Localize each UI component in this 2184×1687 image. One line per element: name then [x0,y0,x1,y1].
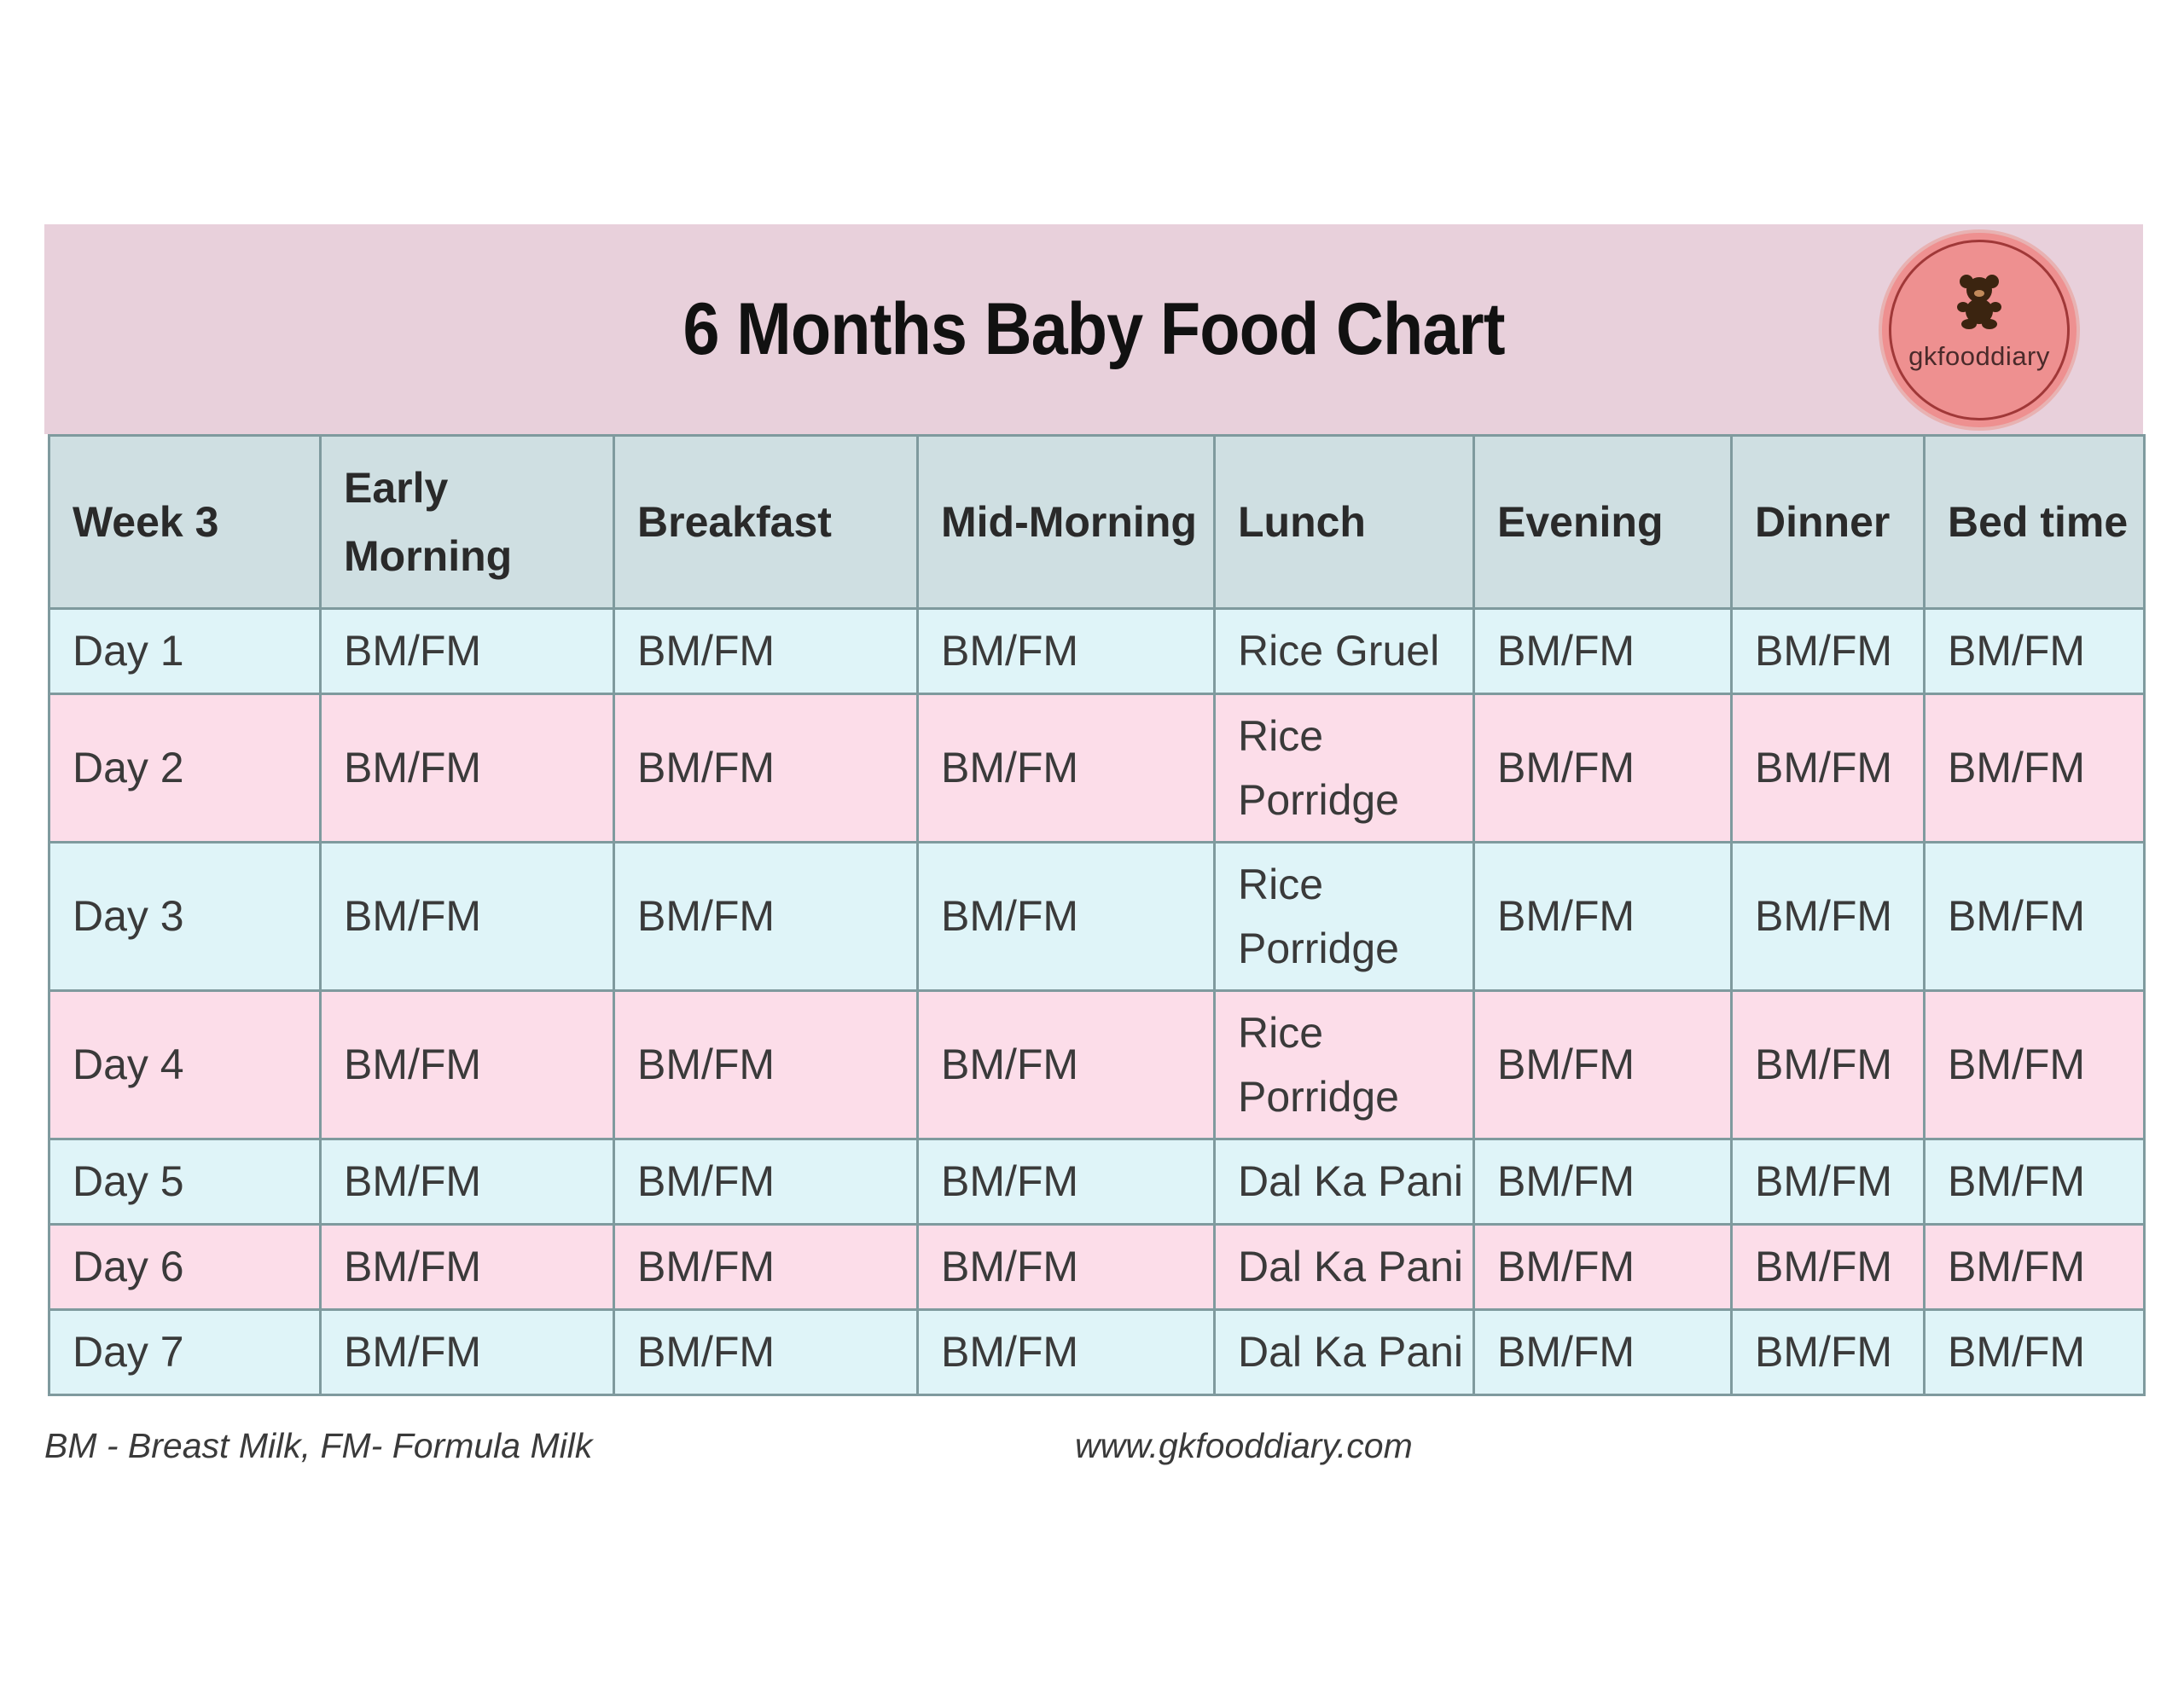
chart-title: 6 Months Baby Food Chart [682,287,1505,370]
header-bed-time: Bed time [1923,434,2146,610]
lunch-cell: Rice Porridge [1213,841,1475,992]
table-row: Day 1 BM/FM BM/FM BM/FM Rice Gruel BM/FM… [48,607,2146,695]
header-breakfast: Breakfast [613,434,919,610]
header-lunch: Lunch [1213,434,1475,610]
table-row: Day 3 BM/FM BM/FM BM/FM Rice Porridge BM… [48,841,2146,992]
header-evening: Evening [1472,434,1733,610]
table-row: Day 6 BM/FM BM/FM BM/FM Dal Ka Pani BM/F… [48,1223,2146,1311]
day-cell: Day 5 [48,1138,322,1226]
table-cell: BM/FM [613,1138,919,1226]
table-cell: BM/FM [1472,989,1733,1140]
table-cell: BM/FM [319,841,615,992]
header-mid-morning: Mid-Morning [916,434,1216,610]
table-cell: BM/FM [1730,841,1926,992]
table-cell: BM/FM [1730,693,1926,844]
table-cell: BM/FM [1923,989,2146,1140]
lunch-cell: Dal Ka Pani [1213,1308,1475,1396]
lunch-cell: Rice Porridge [1213,693,1475,844]
table-cell: BM/FM [1923,841,2146,992]
header-row: Week 3 Early Morning Breakfast Mid-Morni… [48,434,2146,610]
day-cell: Day 4 [48,989,322,1140]
table-cell: BM/FM [1472,841,1733,992]
table-cell: BM/FM [916,1223,1216,1311]
table-cell: BM/FM [916,1308,1216,1396]
table-cell: BM/FM [916,1138,1216,1226]
header-week: Week 3 [48,434,322,610]
table-cell: BM/FM [1923,693,2146,844]
table-cell: BM/FM [613,989,919,1140]
table-cell: BM/FM [1730,1138,1926,1226]
table-cell: BM/FM [1730,1223,1926,1311]
table-cell: BM/FM [1923,1138,2146,1226]
gkfooddiary-logo: gkfooddiary [1882,233,2077,427]
table-cell: BM/FM [916,841,1216,992]
table-row: Day 2 BM/FM BM/FM BM/FM Rice Porridge BM… [48,693,2146,844]
day-cell: Day 7 [48,1308,322,1396]
table-cell: BM/FM [319,1308,615,1396]
table-cell: BM/FM [1730,607,1926,695]
table-cell: BM/FM [916,693,1216,844]
title-bar: 6 Months Baby Food Chart gkfooddiary [44,224,2143,434]
lunch-cell: Dal Ka Pani [1213,1223,1475,1311]
header-early-morning: Early Morning [319,434,615,610]
food-chart: 6 Months Baby Food Chart gkfooddiary [44,224,2146,1396]
milk-legend: BM - Breast Milk, FM- Formula Milk [44,1426,593,1465]
table-cell: BM/FM [1923,1223,2146,1311]
table-cell: BM/FM [1923,607,2146,695]
table-row: Day 5 BM/FM BM/FM BM/FM Dal Ka Pani BM/F… [48,1138,2146,1226]
lunch-cell: Dal Ka Pani [1213,1138,1475,1226]
table-cell: BM/FM [613,1223,919,1311]
table-cell: BM/FM [1472,1308,1733,1396]
table-cell: BM/FM [916,989,1216,1140]
table-cell: BM/FM [613,607,919,695]
table-cell: BM/FM [319,693,615,844]
table-row: Day 4 BM/FM BM/FM BM/FM Rice Porridge BM… [48,989,2146,1140]
website-link[interactable]: www.gkfooddiary.com [1075,1426,1413,1465]
day-cell: Day 2 [48,693,322,844]
table-cell: BM/FM [613,1308,919,1396]
table-cell: BM/FM [319,1138,615,1226]
table-cell: BM/FM [1472,607,1733,695]
table-cell: BM/FM [613,693,919,844]
day-cell: Day 3 [48,841,322,992]
table-cell: BM/FM [1730,1308,1926,1396]
table-cell: BM/FM [1472,1138,1733,1226]
day-cell: Day 6 [48,1223,322,1311]
table-cell: BM/FM [1923,1308,2146,1396]
food-table: Week 3 Early Morning Breakfast Mid-Morni… [48,434,2146,1396]
table-cell: BM/FM [319,989,615,1140]
table-row: Day 7 BM/FM BM/FM BM/FM Dal Ka Pani BM/F… [48,1308,2146,1396]
lunch-cell: Rice Gruel [1213,607,1475,695]
day-cell: Day 1 [48,607,322,695]
table-cell: BM/FM [319,607,615,695]
header-dinner: Dinner [1730,434,1926,610]
table-cell: BM/FM [1472,693,1733,844]
table-cell: BM/FM [613,841,919,992]
table-cell: BM/FM [916,607,1216,695]
table-cell: BM/FM [319,1223,615,1311]
lunch-cell: Rice Porridge [1213,989,1475,1140]
table-cell: BM/FM [1730,989,1926,1140]
table-cell: BM/FM [1472,1223,1733,1311]
logo-ring [1889,240,2070,420]
